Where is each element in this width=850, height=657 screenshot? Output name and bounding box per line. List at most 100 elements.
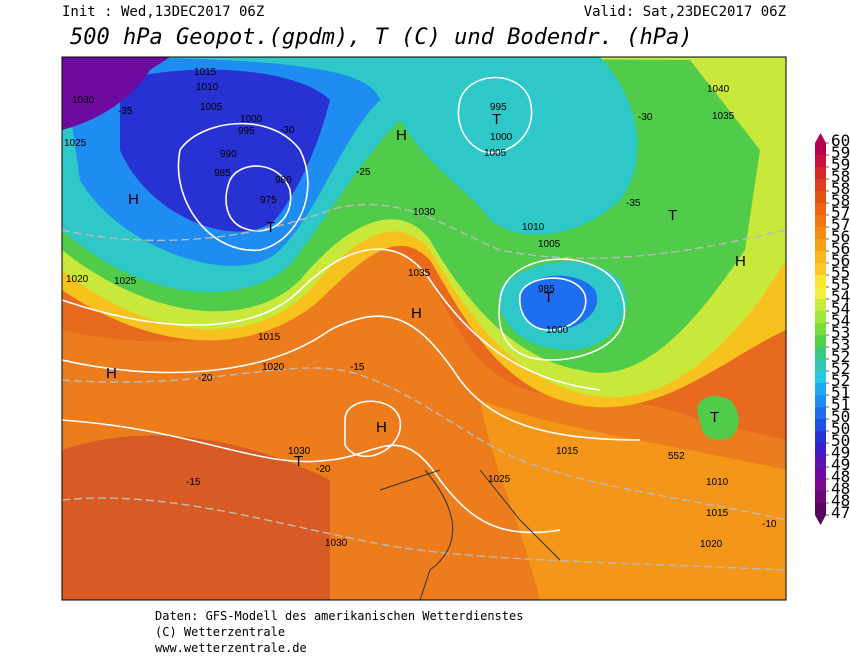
- colorbar-tick-label: 520: [831, 371, 850, 390]
- pressure-label: 995: [238, 126, 255, 137]
- low-marker: T: [710, 409, 719, 426]
- high-marker: H: [128, 191, 139, 208]
- colorbar-segment: [815, 215, 826, 228]
- colorbar: 6005965925885845805765725685645605565525…: [815, 131, 850, 525]
- map-labels: 1030 1025 1015 1010 1005 1000 995 990 98…: [64, 67, 777, 550]
- colorbar-segment: [815, 419, 826, 432]
- pressure-label: 1015: [556, 446, 579, 457]
- temperature-label: -20: [316, 464, 331, 475]
- pressure-label: 995: [490, 102, 507, 113]
- colorbar-segment: [815, 443, 826, 456]
- colorbar-segment: [815, 239, 826, 252]
- colorbar-tick-label: 592: [831, 155, 850, 174]
- low-marker: T: [492, 111, 501, 128]
- pressure-label: 1005: [200, 102, 223, 113]
- colorbar-segment: [815, 167, 826, 180]
- pressure-label: 980: [275, 175, 292, 186]
- colorbar-segment: [815, 383, 826, 396]
- colorbar-segment: [815, 179, 826, 192]
- pressure-label: 1015: [258, 332, 281, 343]
- colorbar-tick-label: 600: [831, 131, 850, 150]
- map-area: [62, 57, 786, 600]
- pressure-label: 1030: [325, 538, 348, 549]
- pressure-label: 1035: [408, 268, 431, 279]
- pressure-label: 1030: [72, 95, 95, 106]
- temperature-label: -15: [350, 362, 365, 373]
- colorbar-tick-label: 488: [831, 467, 850, 486]
- colorbar-tick-label: 484: [831, 479, 850, 498]
- colorbar-segment: [815, 359, 826, 372]
- colorbar-tick-label: 476: [831, 503, 850, 522]
- colorbar-segment: [815, 455, 826, 468]
- colorbar-tick-label: 560: [831, 251, 850, 270]
- colorbar-segment: [815, 203, 826, 216]
- pressure-label: 1015: [194, 67, 217, 78]
- colorbar-segment: [815, 479, 826, 492]
- colorbar-tick-label: 496: [831, 443, 850, 462]
- pressure-label: 985: [538, 284, 555, 295]
- colorbar-segment: [815, 275, 826, 288]
- pressure-label: 1000: [240, 114, 263, 125]
- pressure-label: 1020: [700, 539, 723, 550]
- pressure-label: 1005: [484, 148, 507, 159]
- colorbar-tick-label: 480: [831, 491, 850, 510]
- temperature-label: -35: [118, 106, 133, 117]
- pressure-label: 1010: [522, 222, 545, 233]
- temperature-label: -35: [626, 198, 641, 209]
- colorbar-segment: [815, 323, 826, 336]
- pressure-label: 1040: [707, 84, 730, 95]
- colorbar-segment: [815, 299, 826, 312]
- colorbar-segment: [815, 287, 826, 300]
- colorbar-tick-label: 532: [831, 335, 850, 354]
- colorbar-segment: [815, 503, 826, 516]
- colorbar-tick-label: 500: [831, 431, 850, 450]
- temperature-label: 552: [668, 451, 685, 462]
- colorbar-segment: [815, 491, 826, 504]
- pressure-label: 985: [214, 168, 231, 179]
- colorbar-segment: [815, 467, 826, 480]
- temperature-label: -15: [186, 477, 201, 488]
- colorbar-segment: [815, 227, 826, 240]
- low-marker: T: [668, 207, 677, 224]
- colorbar-segment: [815, 371, 826, 384]
- colorbar-tick-label: 492: [831, 455, 850, 474]
- map-frame: [61, 56, 787, 601]
- temperature-label: -25: [356, 167, 371, 178]
- pressure-label: 1025: [114, 276, 137, 287]
- colorbar-tick-label: 548: [831, 287, 850, 306]
- pressure-label: 1005: [538, 239, 561, 250]
- low-marker: T: [544, 289, 553, 306]
- colorbar-tick-label: 568: [831, 227, 850, 246]
- colorbar-tick-label: 552: [831, 275, 850, 294]
- colorbar-tick-label: 504: [831, 419, 850, 438]
- temperature-label: -30: [280, 125, 295, 136]
- pressure-label: 990: [220, 149, 237, 160]
- valid-time: Valid: Sat,23DEC2017 06Z: [584, 4, 786, 20]
- high-marker: H: [396, 127, 407, 144]
- colorbar-tick-label: 556: [831, 263, 850, 282]
- init-time: Init : Wed,13DEC2017 06Z: [62, 4, 264, 20]
- footer-source: Daten: GFS-Modell des amerikanischen Wet…: [155, 609, 523, 623]
- pressure-label: 1015: [706, 508, 729, 519]
- pressure-label: 1035: [712, 111, 735, 122]
- colorbar-segment: [815, 311, 826, 324]
- pressure-label: 1010: [706, 477, 729, 488]
- pressure-label: 1020: [66, 274, 89, 285]
- pressure-label: 1025: [64, 138, 87, 149]
- high-marker: H: [376, 419, 387, 436]
- colorbar-tick-label: 564: [831, 239, 850, 258]
- colorbar-segment: [815, 191, 826, 204]
- colorbar-segment: [815, 143, 826, 156]
- pressure-label: 975: [260, 195, 277, 206]
- colorbar-tick-label: 584: [831, 179, 850, 198]
- low-marker: T: [294, 453, 303, 470]
- colorbar-tick-label: 536: [831, 323, 850, 342]
- colorbar-segment: [815, 407, 826, 420]
- low-marker: T: [266, 219, 275, 236]
- colorbar-segment: [815, 251, 826, 264]
- pressure-label: 1020: [262, 362, 285, 373]
- colorbar-tick-label: 528: [831, 347, 850, 366]
- colorbar-segment: [815, 335, 826, 348]
